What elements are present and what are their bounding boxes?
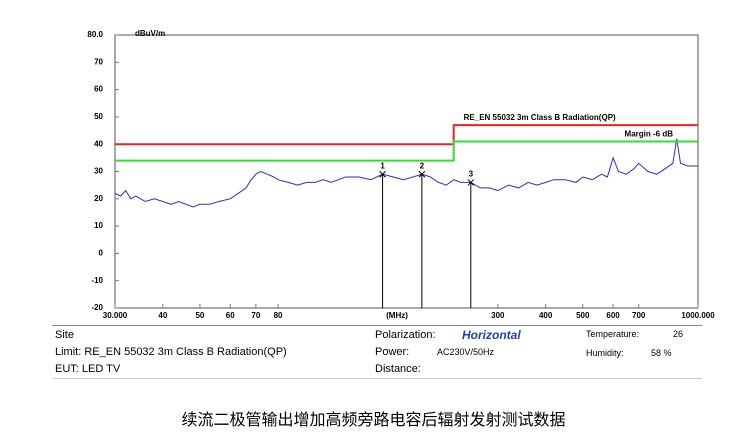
x-tick-label: 600: [606, 311, 620, 320]
y-tick-label: -20: [91, 303, 103, 312]
y-tick-label: 70: [94, 57, 103, 66]
x-tick-label: 1000.000: [681, 311, 715, 320]
polarization-label: Polarization:: [375, 329, 436, 341]
humidity: 58 %: [651, 348, 672, 358]
power-label: Power:: [375, 346, 410, 358]
x-tick-label: 500: [576, 311, 590, 320]
marker-label: 2: [420, 161, 425, 170]
x-tick-label: 700: [632, 311, 646, 320]
x-tick-label: 40: [158, 311, 167, 320]
caption: 续流二极管输出增加高频旁路电容后辐射发射测试数据: [181, 410, 566, 429]
temperature-label: Temperature:: [586, 329, 640, 339]
y-tick-label: 40: [94, 139, 103, 148]
limit-row: Limit: RE_EN 55032 3m Class B Radiation(…: [55, 346, 287, 358]
marker-label: 1: [380, 161, 385, 170]
y-tick-label: 0: [99, 249, 104, 258]
marker-label: 3: [469, 170, 474, 179]
x-tick-label: 300: [491, 311, 505, 320]
x-tick-label: 30.000: [103, 311, 128, 320]
y-tick-label: 80.0: [87, 30, 103, 39]
x-tick-label: 60: [226, 311, 235, 320]
chart: dBuV/m (MHz) -20 -10 0 10 20 30 40 50 60 70 80.0 30…: [87, 29, 715, 320]
site: Site: [55, 329, 74, 341]
limit-label: RE_EN 55032 3m Class B Radiation(QP): [464, 113, 616, 122]
y-tick-label: 60: [94, 85, 103, 94]
eut-label: EUT:: [55, 363, 79, 375]
margin-label: Margin -6 dB: [625, 130, 674, 139]
polarization: Horizontal: [462, 328, 521, 342]
x-axis-label: (MHz): [386, 311, 408, 320]
y-tick-label: -10: [91, 276, 103, 285]
plot-frame: [114, 34, 699, 309]
distance-label: Distance:: [375, 363, 421, 375]
x-tick-label: 70: [251, 311, 260, 320]
marker-cross: [379, 170, 386, 178]
marker-cross: [418, 170, 426, 178]
x-tick-label: 400: [539, 311, 553, 320]
series-line: [115, 140, 698, 162]
marker-cross: [467, 179, 475, 186]
y-tick-label: 10: [94, 221, 103, 230]
power: AC230V/50Hz: [437, 347, 495, 357]
humidity-label: Humidity:: [586, 348, 624, 358]
limit-label: Limit:: [55, 346, 82, 358]
x-tick-label: 80: [274, 311, 283, 320]
temperature: 26: [673, 329, 684, 339]
y-tick-label: 20: [94, 194, 103, 203]
info-panel: [52, 325, 702, 379]
series-line: [114, 138, 698, 208]
y-tick-label: 30: [94, 167, 103, 176]
y-tick-label: 50: [94, 112, 103, 121]
limit: RE_EN 55032 3m Class B Radiation(QP): [84, 346, 287, 358]
eut-row: EUT: LED TV: [55, 363, 120, 375]
y-axis-label: dBuV/m: [135, 29, 165, 38]
x-tick-label: 50: [195, 311, 204, 320]
eut: LED TV: [81, 363, 121, 375]
series-line: [115, 124, 698, 146]
